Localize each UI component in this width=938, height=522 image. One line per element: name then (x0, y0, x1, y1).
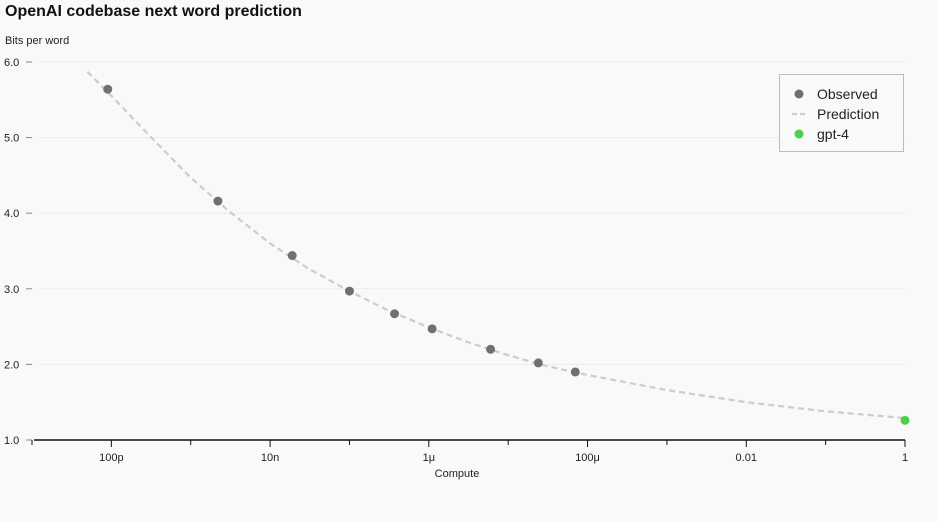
y-tick-label: 5.0 (4, 133, 19, 145)
x-tick-label: 1 (902, 452, 908, 464)
y-tick-label: 2.0 (4, 359, 19, 371)
legend: Observed Prediction gpt-4 (779, 74, 904, 152)
observed-point (427, 324, 437, 334)
prediction-line (86, 71, 906, 420)
x-axis-title: Compute (435, 468, 480, 480)
x-tick-label: 100μ (575, 452, 600, 464)
observed-point (287, 251, 297, 261)
observed-point (486, 344, 496, 354)
y-tick-label: 4.0 (4, 208, 19, 220)
y-tick-label: 6.0 (4, 57, 19, 69)
x-tick-label: 0.01 (736, 452, 757, 464)
y-tick-label: 3.0 (4, 284, 19, 296)
gpt-4-point (900, 415, 910, 425)
y-axis-title: Bits per word (5, 35, 69, 47)
legend-label: Observed (817, 86, 878, 102)
chart-title: OpenAI codebase next word prediction (5, 3, 302, 20)
legend-swatch-observed (794, 89, 804, 99)
prediction-line-layer (86, 71, 906, 420)
x-axis: 100p 10n 1μ 100μ 0.01 1 (31, 439, 908, 464)
legend-swatch-gpt-4 (794, 129, 804, 139)
observed-point (390, 309, 400, 319)
x-tick-label: 10n (261, 452, 279, 464)
observed-point (533, 358, 543, 368)
observed-point (213, 196, 223, 206)
legend-label: gpt-4 (817, 126, 849, 142)
observed-point (570, 367, 580, 377)
legend-label: Prediction (817, 106, 879, 122)
x-tick-label: 100p (99, 452, 123, 464)
x-tick-label: 1μ (423, 452, 435, 464)
y-tick-label: 1.0 (4, 435, 19, 447)
y-axis: 1.0 2.0 3.0 4.0 5.0 6.0 (4, 57, 32, 447)
observed-point (103, 84, 113, 94)
observed-point (344, 286, 354, 296)
points-layer (103, 84, 910, 425)
grid (38, 61, 905, 365)
